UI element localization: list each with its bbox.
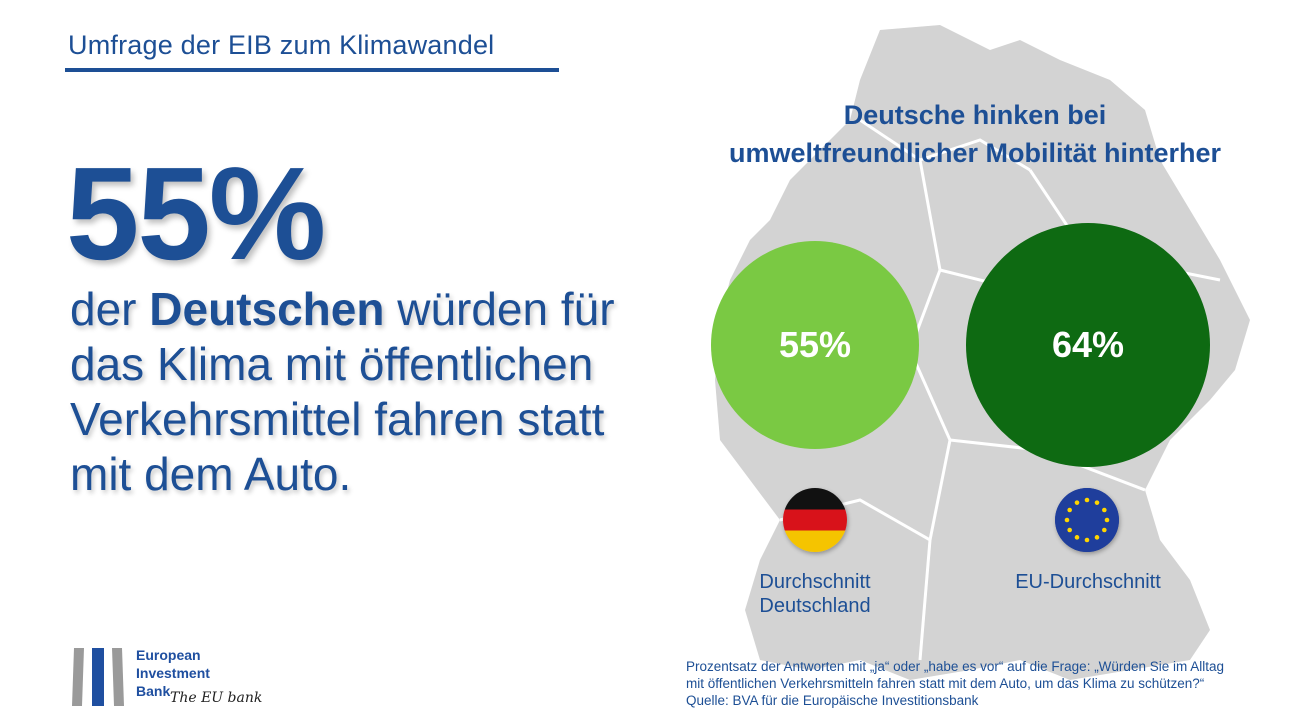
footnote-source: Quelle: BVA für die Europäische Investit… bbox=[686, 693, 979, 708]
eu-flag-icon bbox=[1055, 488, 1119, 552]
comparison-heading: Deutsche hinken bei umweltfreundlicher M… bbox=[690, 96, 1260, 172]
eu-label: EU-Durchschnitt bbox=[1015, 571, 1161, 593]
eu-star-icon bbox=[1084, 537, 1090, 543]
eib-logo-icon bbox=[72, 648, 124, 706]
comparison-heading-line2: umweltfreundlicher Mobilität hinterher bbox=[728, 138, 1222, 168]
germany-value: 55% bbox=[778, 324, 852, 365]
footnote-line1: Prozentsatz der Antworten mit „ja“ oder … bbox=[686, 659, 1224, 674]
germany-value-bubble: 55% bbox=[711, 241, 919, 449]
title-underline bbox=[65, 68, 559, 72]
eu-value: 64% bbox=[1051, 324, 1125, 365]
page-title: Umfrage der EIB zum Klimawandel bbox=[68, 30, 495, 60]
eib-logo-text: European Investment Bank bbox=[136, 646, 210, 700]
comparison-heading-line1: Deutsche hinken bei bbox=[843, 100, 1107, 130]
eu-star-icon bbox=[1084, 497, 1090, 503]
logo-line2: Investment bbox=[136, 665, 210, 681]
headline-text-post: würden für das Klima mit öffentlichen Ve… bbox=[70, 283, 615, 500]
footnote: Prozentsatz der Antworten mit „ja“ oder … bbox=[686, 658, 1224, 709]
eu-star-icon bbox=[1067, 507, 1072, 513]
germany-label-line2: Deutschland bbox=[759, 595, 871, 617]
eu-star-icon bbox=[1074, 500, 1080, 505]
logo-tagline: The EU bank bbox=[170, 690, 263, 706]
footnote-line2: mit öffentlichen Verkehrsmitteln fahren … bbox=[686, 676, 1205, 691]
eu-star-icon bbox=[1074, 535, 1080, 540]
germany-label: Durchschnitt Deutschland bbox=[735, 570, 895, 618]
eu-star-icon bbox=[1067, 527, 1072, 533]
headline-text-pre: der bbox=[70, 283, 150, 335]
headline-text: der Deutschen würden für das Klima mit ö… bbox=[70, 282, 630, 502]
eu-star-icon bbox=[1094, 535, 1100, 540]
eu-star-icon bbox=[1102, 507, 1107, 513]
eu-star-icon bbox=[1064, 517, 1070, 523]
logo-line1: European bbox=[136, 647, 201, 663]
eu-star-icon bbox=[1094, 500, 1100, 505]
eu-value-bubble: 64% bbox=[966, 223, 1210, 467]
headline-text-bold: Deutschen bbox=[149, 283, 385, 335]
germany-label-line1: Durchschnitt bbox=[759, 571, 871, 593]
eu-star-icon bbox=[1104, 517, 1110, 523]
eu-star-icon bbox=[1102, 527, 1107, 533]
germany-flag-icon bbox=[783, 488, 847, 552]
logo-line3: Bank bbox=[136, 683, 171, 699]
headline-percentage: 55% bbox=[66, 140, 326, 287]
